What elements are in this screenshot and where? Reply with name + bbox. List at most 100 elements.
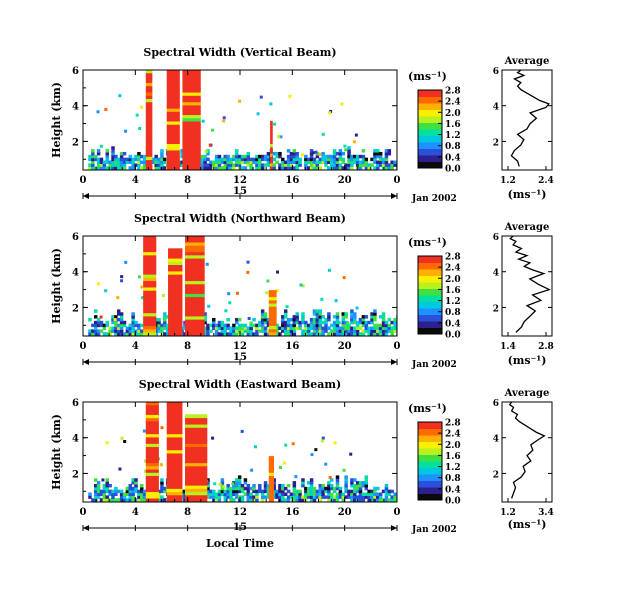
heatmap-cell <box>358 489 363 494</box>
heatmap-cell <box>246 160 251 164</box>
heatmap-cell <box>235 149 239 153</box>
heatmap-column-cell <box>166 465 183 470</box>
colorbar-swatch <box>418 487 442 494</box>
heatmap-cell <box>217 166 222 170</box>
heatmap-cell <box>128 495 133 499</box>
date-label: Jan 2002 <box>411 525 457 535</box>
heatmap-column-cell <box>185 322 205 327</box>
heatmap-cell <box>281 166 285 170</box>
heatmap-cell <box>88 166 92 170</box>
heatmap-cell <box>350 157 354 162</box>
heatmap-cell <box>321 436 325 440</box>
heatmap-cell <box>222 119 226 123</box>
heatmap-column-cell <box>168 274 183 278</box>
heatmap-cell <box>243 157 248 162</box>
heatmap-cell <box>232 332 236 336</box>
heatmap-column-cell <box>182 153 201 157</box>
heatmap-cell <box>367 166 371 170</box>
heatmap-cell <box>135 113 139 117</box>
heatmap-column-cell <box>166 88 180 93</box>
heatmap-cell <box>358 154 363 159</box>
heatmap-cell <box>338 166 343 170</box>
heatmap-cell <box>217 498 222 502</box>
heatmap-cell <box>134 478 138 482</box>
heatmap-cell <box>275 332 279 336</box>
heatmap-column-cell <box>185 488 208 493</box>
heatmap-cell <box>315 315 320 319</box>
heatmap-cell <box>393 163 397 167</box>
heatmap-cell <box>344 489 348 494</box>
heatmap-cell <box>344 148 348 152</box>
heatmap-cell <box>314 150 318 154</box>
heatmap-cell <box>387 166 392 170</box>
heatmap-cell <box>272 151 276 156</box>
heatmap-column-cell <box>268 456 275 460</box>
heatmap-cell <box>344 320 348 325</box>
heatmap-cell <box>91 163 95 167</box>
heatmap-cell <box>330 492 334 496</box>
heatmap-column-cell <box>185 452 208 457</box>
heatmap-cell <box>249 498 253 502</box>
y-tick-label: 2 <box>72 137 79 148</box>
heatmap-cell <box>237 154 242 159</box>
heatmap-cell <box>260 320 265 325</box>
date-axis-arrow-left <box>83 525 89 531</box>
heatmap-cell <box>309 151 314 156</box>
heatmap-cell <box>255 498 259 502</box>
heatmap-column-cell <box>143 325 157 330</box>
heatmap-cell <box>378 495 383 499</box>
heatmap-cell <box>292 332 297 336</box>
heatmap-cell <box>358 483 363 488</box>
heatmap-cell <box>344 332 348 336</box>
heatmap-cell <box>289 326 294 330</box>
colorbar-swatch <box>418 308 442 315</box>
heatmap-cell <box>160 151 164 156</box>
heatmap-cell <box>128 329 133 333</box>
heatmap-cell <box>96 166 101 170</box>
heatmap-cell <box>220 489 225 494</box>
heatmap-column-cell <box>168 325 183 330</box>
heatmap-cell <box>299 283 303 287</box>
heatmap-cell <box>289 157 294 162</box>
colorbar: 0.00.40.81.21.62.02.42.8 <box>417 87 461 175</box>
heatmap-cell <box>378 160 383 164</box>
heatmap-cell <box>255 489 259 494</box>
heatmap-cell <box>286 332 291 336</box>
heatmap-cell <box>255 492 259 496</box>
y-axis: 246 <box>72 232 397 326</box>
heatmap-cell <box>220 326 225 330</box>
heatmap-cell <box>327 332 331 336</box>
heatmap-cell <box>220 166 225 170</box>
heatmap-cell <box>381 160 386 164</box>
heatmap-cell <box>206 329 210 333</box>
date-axis <box>82 193 398 199</box>
heatmap-cell <box>99 498 104 502</box>
heatmap-cell <box>304 486 308 491</box>
heatmap-cell <box>321 132 325 136</box>
heatmap-cell <box>384 483 389 488</box>
heatmap-column-cell <box>145 411 159 415</box>
heatmap-cell <box>306 495 311 499</box>
heatmap-cell <box>255 157 259 162</box>
heatmap-cell <box>93 489 98 494</box>
heatmap-cell <box>384 486 389 491</box>
heatmap-cell <box>278 151 282 156</box>
heatmap-cell <box>99 323 104 328</box>
heatmap-column-cell <box>268 488 275 493</box>
heatmap-column-cell <box>185 315 205 320</box>
heatmap-cell <box>102 492 107 496</box>
date-axis-arrow-right <box>391 193 397 199</box>
heatmap-cell <box>358 498 363 502</box>
heatmap-column-cell <box>143 280 157 285</box>
heatmap-column-cell <box>185 478 208 483</box>
heatmap-cell <box>235 151 239 156</box>
heatmap-column-cell <box>166 440 183 444</box>
heatmap-cell <box>298 489 302 494</box>
x-tick-label: 4 <box>132 507 139 518</box>
heatmap-cell <box>218 482 222 486</box>
heatmap-column-cell <box>166 420 183 425</box>
heatmap-column-cell <box>143 274 157 278</box>
heatmap-cell <box>373 149 377 153</box>
